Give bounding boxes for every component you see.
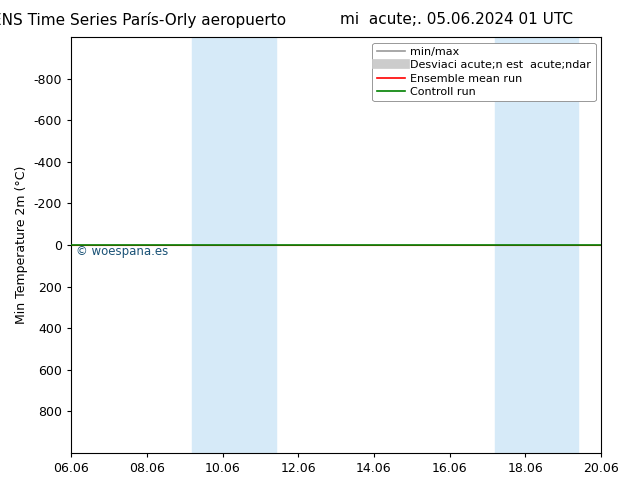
Text: © woespana.es: © woespana.es [76, 245, 169, 258]
Legend: min/max, Desviaci acute;n est  acute;ndar, Ensemble mean run, Controll run: min/max, Desviaci acute;n est acute;ndar… [372, 43, 595, 101]
Bar [495, 37, 578, 453]
Text: ENS Time Series París-Orly aeropuerto: ENS Time Series París-Orly aeropuerto [0, 12, 287, 28]
Bar [192, 37, 276, 453]
Y-axis label: Min Temperature 2m (°C): Min Temperature 2m (°C) [15, 166, 28, 324]
Text: mi  acute;. 05.06.2024 01 UTC: mi acute;. 05.06.2024 01 UTC [340, 12, 573, 27]
